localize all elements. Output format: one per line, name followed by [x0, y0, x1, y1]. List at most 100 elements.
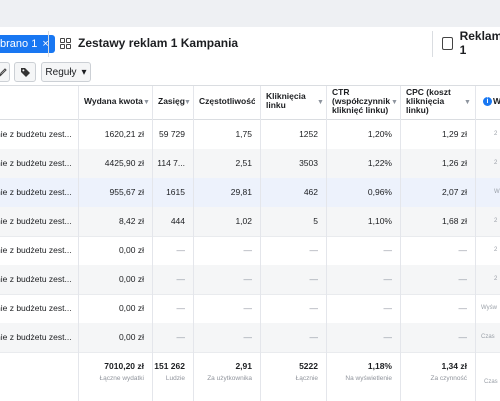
- cell-freq: 2,51: [235, 158, 252, 168]
- table-row[interactable]: nie z budżetu zest... 1620,21 zł 59 729 1,7…: [0, 120, 500, 150]
- cell-cpc: —: [458, 245, 468, 255]
- data-table: Wydana kwota ▼ Zasięg ▼ Częstotliwość Kl…: [0, 85, 500, 401]
- cell-cpc: 1,68 zł: [441, 216, 467, 226]
- cell-name: nie z budżetu zest...: [0, 303, 72, 313]
- cell-name: nie z budżetu zest...: [0, 129, 72, 139]
- cell-side: 2: [494, 218, 498, 224]
- sort-icon[interactable]: ▼: [464, 99, 471, 106]
- cell-ctr: 1,22%: [367, 158, 392, 168]
- table-row[interactable]: nie z budżetu zest... 0,00 zł — — — — — Czas: [0, 323, 500, 353]
- cell-ctr: —: [383, 303, 393, 313]
- cell-clicks: —: [309, 332, 319, 342]
- tab-divider: [48, 31, 49, 57]
- tab-divider: [432, 31, 433, 57]
- cell-cpc: 1,26 zł: [441, 158, 467, 168]
- sort-icon[interactable]: ▼: [317, 99, 324, 106]
- column-divider: [400, 86, 401, 401]
- close-icon[interactable]: ×: [42, 38, 49, 50]
- selected-filter-chip[interactable]: brano 1 ×: [0, 35, 55, 53]
- cell-reach: —: [176, 245, 186, 255]
- cell-reach: —: [176, 303, 186, 313]
- column-divider: [475, 86, 476, 401]
- tag-button[interactable]: [14, 62, 36, 82]
- pencil-icon: [0, 67, 7, 76]
- cell-name: nie z budżetu zest...: [0, 245, 72, 255]
- table-row[interactable]: nie z budżetu zest... 955,67 zł 1615 29,81 4…: [0, 178, 500, 208]
- cell-clicks: 5: [313, 216, 318, 226]
- level-tabs: brano 1 × Zestawy reklam 1 Kampania Rekl…: [0, 27, 500, 60]
- total-ctr-caption: Na wyświetlenie: [345, 375, 392, 382]
- cell-clicks: 462: [303, 187, 318, 197]
- sort-icon[interactable]: ▼: [143, 99, 150, 106]
- rules-button[interactable]: Reguły ▾: [41, 62, 91, 82]
- cell-spend: 0,00 zł: [118, 245, 144, 255]
- column-header-clicks-line2: linku: [266, 100, 286, 110]
- table-header: Wydana kwota ▼ Zasięg ▼ Częstotliwość Kl…: [0, 86, 500, 120]
- table-row[interactable]: nie z budżetu zest... 0,00 zł — — — — — 2: [0, 236, 500, 266]
- cell-cpc: —: [458, 332, 468, 342]
- column-header-frequency[interactable]: Częstotliwość: [193, 86, 260, 119]
- table-row[interactable]: nie z budżetu zest... 8,42 zł 444 1,02 5 1,10…: [0, 207, 500, 237]
- cell-name: nie z budżetu zest...: [0, 332, 72, 342]
- column-header-clicks-line1: Kliknięcia: [266, 91, 306, 101]
- cell-spend: 955,67 zł: [109, 187, 145, 197]
- column-header-reach[interactable]: Zasięg ▼: [152, 86, 193, 119]
- cell-freq: 1,75: [235, 129, 252, 139]
- cell-name: nie z budżetu zest...: [0, 187, 72, 197]
- total-clicks: 5222: [299, 361, 318, 371]
- column-header-ctr-line3: kliknięć linku): [332, 105, 389, 115]
- cell-freq: —: [243, 303, 253, 313]
- cell-cpc: 1,29 zł: [441, 129, 467, 139]
- total-ctr: 1,18%: [367, 361, 392, 371]
- total-frequency: 2,91: [235, 361, 252, 371]
- column-divider: [193, 86, 194, 401]
- total-cpc: 1,34 zł: [441, 361, 467, 371]
- toolbar: Reguły ▾: [0, 59, 500, 85]
- cell-spend: 8,42 zł: [118, 216, 144, 226]
- total-spend: 7010,20 zł: [104, 361, 144, 371]
- column-divider: [260, 86, 261, 401]
- column-header-ctr[interactable]: CTR (współczynnik kliknięć linku) ▼: [326, 86, 400, 119]
- column-header-cpc-line2: kliknięcia: [406, 96, 445, 106]
- cell-cpc: 2,07 zł: [441, 187, 467, 197]
- total-clicks-caption: Łącznie: [295, 375, 318, 382]
- cell-cpc: —: [458, 303, 468, 313]
- cell-cpc: —: [458, 274, 468, 284]
- column-header-clicks[interactable]: Kliknięcia linku ▼: [260, 86, 326, 119]
- cell-side: 2: [494, 276, 498, 282]
- cell-reach: —: [176, 274, 186, 284]
- info-icon[interactable]: i: [483, 97, 492, 106]
- tab-ads-label: Reklamy 1: [459, 29, 500, 57]
- cell-clicks: —: [309, 245, 319, 255]
- table-row[interactable]: nie z budżetu zest... 0,00 zł — — — — — Wyśw: [0, 294, 500, 324]
- cell-reach: —: [176, 332, 186, 342]
- cell-clicks: 3503: [299, 158, 318, 168]
- cell-ctr: 1,20%: [367, 129, 392, 139]
- column-header-ctr-line1: CTR: [332, 87, 350, 97]
- total-frequency-caption: Za użytkownika: [207, 375, 252, 382]
- column-header-extra[interactable]: W: [475, 86, 500, 119]
- edit-button[interactable]: [0, 62, 10, 82]
- table-row[interactable]: nie z budżetu zest... 0,00 zł — — — — — 2: [0, 265, 500, 295]
- totals-row: 7010,20 zł Łączne wydatki 151 262 Ludzie…: [0, 351, 500, 401]
- total-cpc-caption: Za czynność: [430, 375, 468, 382]
- table-row[interactable]: nie z budżetu zest... 4425,90 zł 114 7... 2…: [0, 149, 500, 179]
- cell-freq: 29,81: [230, 187, 252, 197]
- column-divider: [78, 86, 79, 401]
- sort-icon[interactable]: ▼: [184, 99, 191, 106]
- column-header-spend[interactable]: Wydana kwota ▼: [78, 86, 152, 119]
- cell-freq: —: [243, 274, 253, 284]
- cell-reach: 59 729: [159, 129, 185, 139]
- column-header-reach-label: Zasięg: [158, 96, 185, 106]
- cell-name: nie z budżetu zest...: [0, 216, 72, 226]
- cell-clicks: —: [309, 303, 319, 313]
- column-header-frequency-label: Częstotliwość: [199, 97, 255, 106]
- sort-icon[interactable]: ▼: [391, 99, 398, 106]
- column-header-cpc[interactable]: CPC (koszt kliknięcia linku) ▼: [400, 86, 475, 119]
- total-spend-caption: Łączne wydatki: [99, 375, 144, 382]
- tab-ads[interactable]: Reklamy 1: [442, 27, 500, 59]
- tab-adsets[interactable]: Zestawy reklam 1 Kampania: [60, 27, 238, 59]
- cell-name: nie z budżetu zest...: [0, 158, 72, 168]
- cell-side: 2: [494, 160, 498, 166]
- cell-side: Czas: [481, 334, 495, 340]
